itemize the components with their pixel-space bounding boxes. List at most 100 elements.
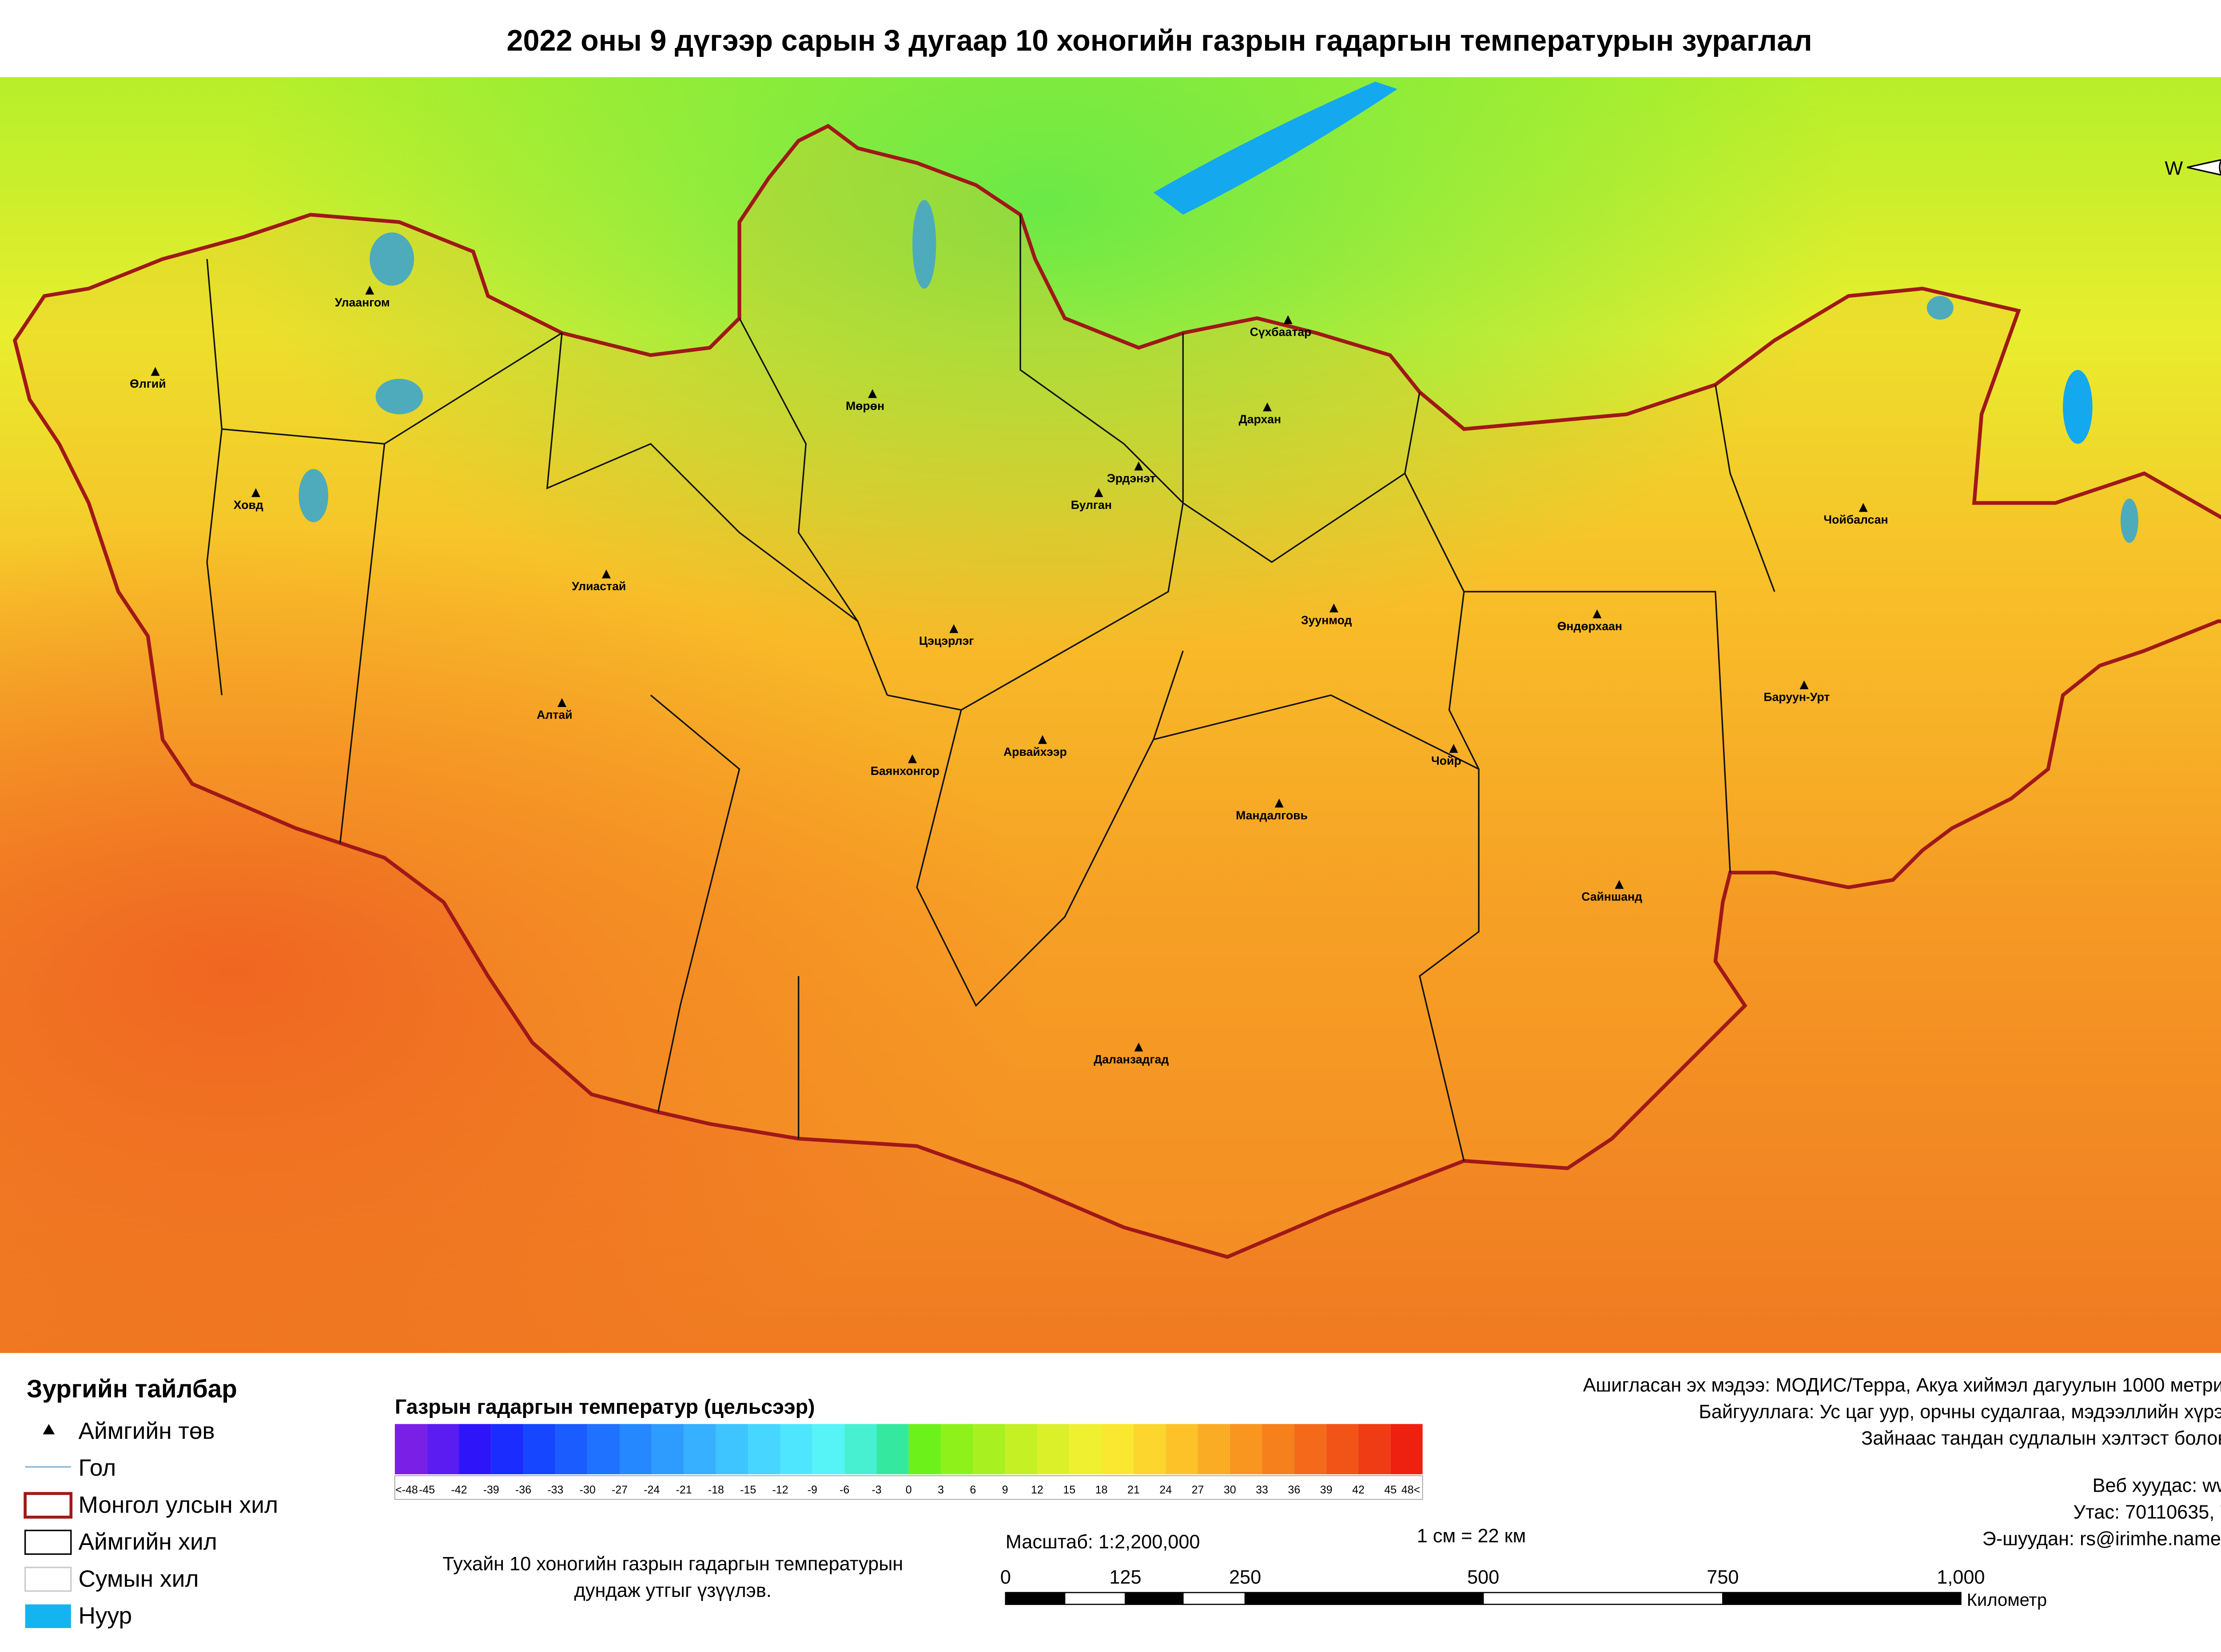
colorbar-cell — [1390, 1424, 1423, 1474]
scale-bar-segment — [1244, 1592, 1484, 1605]
colorbar-label: -33 — [547, 1484, 563, 1496]
colorbar-label-strip — [394, 1475, 1423, 1500]
aimag-center-marker — [365, 286, 374, 295]
colorbar-label: 39 — [1320, 1484, 1333, 1496]
scale-bar-segment — [1064, 1592, 1126, 1605]
note-line: Тухайн 10 хоногийн газрын гадаргын темпе… — [442, 1553, 903, 1575]
colorbar-label: 21 — [1127, 1484, 1140, 1496]
aimag-border — [339, 444, 386, 843]
credit-line: Байгууллага: Ус цаг уур, орчны судалгаа,… — [1699, 1401, 2221, 1422]
aimag-center-marker — [251, 488, 260, 497]
aimag-center-label: Улаангом — [335, 296, 390, 309]
map-title: 2022 оны 9 дүгээр сарын 3 дугаар 10 хоно… — [506, 24, 1812, 57]
aimag-border — [1153, 694, 1480, 1161]
aimag-center-label: Дархан — [1239, 413, 1281, 426]
aimag-center-label: Мандалговь — [1236, 809, 1308, 822]
national-border — [12, 123, 2221, 1259]
aimag-borders — [206, 214, 1775, 1161]
colorbar-cell — [1005, 1424, 1037, 1474]
scale-bar-segment — [1125, 1592, 1184, 1605]
colorbar-cell — [1133, 1424, 1166, 1474]
aimag-border — [1182, 333, 1405, 563]
aimag-border — [546, 333, 888, 695]
contact-line: Утас: 70110635, 70110638 — [2074, 1502, 2221, 1523]
lake — [912, 200, 936, 289]
aimag-border — [1464, 591, 1731, 873]
colorbar-cell — [844, 1424, 877, 1474]
compass-ring — [2219, 159, 2221, 176]
colorbar-cell — [908, 1424, 941, 1474]
aimag-center-marker — [1283, 315, 1293, 324]
legend-item: Монгол улсын хил — [78, 1492, 278, 1518]
colorbar-label: -6 — [840, 1484, 849, 1496]
colorbar-label: -30 — [580, 1484, 596, 1496]
colorbar-label: -39 — [483, 1484, 499, 1496]
legend-item: Нуур — [78, 1603, 132, 1629]
aimag-center-marker — [1799, 680, 1809, 690]
lake — [2063, 369, 2093, 444]
colorbar-cell — [1198, 1424, 1230, 1474]
colorbar-cell — [716, 1424, 748, 1474]
colorbar-label: -42 — [451, 1484, 467, 1496]
credit-line: Зайнаас тандан судлалын хэлтэст боловсру… — [1861, 1428, 2221, 1449]
colorbar-cell — [973, 1424, 1005, 1474]
aimag-center-label: Эрдэнэт — [1107, 472, 1156, 485]
scale-bar-segment — [1722, 1592, 1962, 1605]
aimag-center-label: Цэцэрлэг — [919, 634, 974, 647]
colorbar-label: -24 — [644, 1484, 660, 1496]
colorbar-label: 0 — [906, 1484, 912, 1496]
legend-symbol-lake — [25, 1604, 71, 1628]
aimag-center-label: Чойр — [1431, 754, 1461, 767]
compass-w: W — [2165, 158, 2183, 179]
aimag-center-label: Баянхонгор — [871, 764, 939, 778]
colorbar-cell — [1358, 1424, 1391, 1474]
aimag-center-label: Даланзадгад — [1094, 1052, 1169, 1066]
aimag-center-label: Зуунмод — [1301, 614, 1352, 627]
colorbar-cell — [876, 1424, 909, 1474]
colorbar-label: 30 — [1224, 1484, 1236, 1496]
aimag-center-marker — [949, 624, 959, 633]
scale-bar-segment — [1182, 1592, 1246, 1605]
contact-line: Веб хуудас: www.icc.mn — [2093, 1475, 2221, 1497]
colorbar-cell — [427, 1424, 459, 1474]
colorbar-label: 45 — [1384, 1484, 1397, 1496]
legend-symbol-sum — [24, 1566, 72, 1592]
colorbar-cell — [652, 1424, 684, 1474]
scale-unit: Километр — [1967, 1590, 2047, 1610]
aimag-center-label: Өлгий — [130, 377, 166, 390]
aimag-center-marker — [1859, 503, 1868, 512]
aimag-center-label: Сүхбаатар — [1250, 325, 1312, 338]
aimag-center-marker — [1274, 798, 1284, 808]
aimag-center-label: Мөрөн — [846, 399, 884, 413]
aimag-center-marker — [557, 698, 567, 707]
aimag-center-marker — [1615, 880, 1624, 889]
lake — [2120, 498, 2138, 543]
colorbar-cell — [619, 1424, 652, 1474]
colorbar-cell — [748, 1424, 780, 1474]
colorbar-label: 12 — [1031, 1484, 1043, 1496]
aimag-center-label: Алтай — [537, 708, 572, 722]
aimag-center-label: Булган — [1071, 498, 1112, 512]
scale-bar-segment — [1482, 1592, 1723, 1605]
colorbar-label: -9 — [808, 1484, 817, 1496]
aimag-center-marker — [1592, 609, 1602, 619]
colorbar-label: 24 — [1159, 1484, 1172, 1496]
colorbar-label: 3 — [938, 1484, 944, 1496]
colorbar-cell — [459, 1424, 491, 1474]
legend-symbol-aimag — [24, 1529, 72, 1555]
aimag-center-marker — [601, 569, 611, 579]
colorbar-label: -3 — [872, 1484, 881, 1496]
note-line: дундаж утгыг үзүүлэв. — [574, 1580, 772, 1601]
aimag-center-label: Баруун-Урт — [1763, 691, 1830, 704]
aimag-center-label: Улиастай — [572, 580, 626, 593]
aimag-center-marker — [1134, 1042, 1143, 1052]
credit-line: Ашигласан эх мэдээ: МОДИС/Терра, Акуа хи… — [1583, 1374, 2221, 1396]
colorbar-label: 6 — [970, 1484, 976, 1496]
aimag-center-marker — [908, 754, 917, 763]
colorbar-label: -12 — [772, 1484, 788, 1496]
compass-arrow — [2187, 159, 2221, 176]
aimag-center-marker — [1329, 603, 1338, 612]
colorbar-label: -45 — [419, 1484, 435, 1496]
aimag-center-marker — [868, 389, 877, 398]
